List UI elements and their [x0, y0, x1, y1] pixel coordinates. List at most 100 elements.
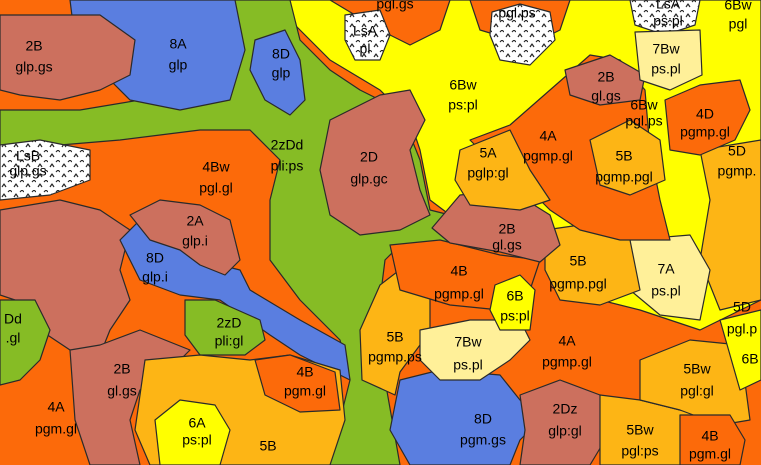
unit-label: ps.pl — [651, 283, 681, 299]
unit-label: 5B — [569, 253, 586, 269]
unit-label: ps:pl — [448, 97, 478, 113]
unit-label: pglp:gl — [467, 165, 508, 181]
unit-label: 5B — [259, 438, 276, 454]
unit-label: LsB — [16, 148, 40, 164]
unit-label: 5B — [386, 329, 403, 345]
region — [664, 79, 751, 156]
region — [699, 139, 761, 311]
unit-label: pgm.gl — [35, 421, 77, 437]
region — [589, 119, 666, 196]
unit-label: glp.gc — [350, 171, 387, 187]
unit-label: ps.pl — [651, 61, 681, 77]
unit-label: 8D — [272, 46, 290, 62]
unit-label: 6A — [188, 415, 206, 431]
unit-label: ps:pl — [500, 308, 530, 324]
unit-label: glp — [169, 57, 188, 73]
unit-label: Dd — [4, 311, 22, 327]
unit-label: gl.gs — [492, 237, 522, 253]
unit-label: 2Dz — [553, 401, 578, 417]
unit-label: 2B — [597, 69, 614, 85]
unit-label: 4D — [696, 106, 714, 122]
region — [0, 14, 136, 101]
unit-label: pgm.gs — [460, 432, 506, 448]
unit-label: 2D — [360, 149, 378, 165]
unit-label: 5Bw — [683, 361, 711, 377]
unit-label: glp.i — [142, 269, 168, 285]
region — [629, 0, 701, 36]
unit-label: 5B — [615, 148, 632, 164]
unit-label: pgmp.gl — [523, 148, 573, 164]
unit-label: glp.gs — [15, 59, 52, 75]
unit-label: pgm.gl — [284, 383, 326, 399]
region — [254, 354, 341, 413]
unit-label: pgmp.pgl — [549, 276, 607, 292]
unit-label: pgm.gl — [689, 446, 731, 462]
unit-label: pgl.gs — [376, 0, 413, 12]
unit-label: 4B — [296, 364, 313, 380]
region — [564, 54, 646, 106]
region — [489, 3, 556, 66]
unit-label: 8D — [146, 250, 164, 266]
region — [249, 29, 306, 116]
region — [634, 29, 703, 91]
unit-label: 2A — [186, 213, 204, 229]
unit-label: LsA — [353, 23, 378, 39]
unit-label: 4A — [558, 333, 576, 349]
unit-label: 5Bw — [626, 422, 654, 438]
unit-label: pgmp.gl — [542, 354, 592, 370]
unit-label: gl.gs — [591, 88, 621, 104]
region — [454, 129, 551, 211]
region — [344, 9, 391, 61]
region — [154, 399, 231, 465]
map-labels: pgl.gspgl.psLsAplLsAps:pl6Bwpgl2Bglp.gs8… — [4, 0, 759, 462]
unit-label: 7Bw — [652, 41, 680, 57]
unit-label: pli:gl — [215, 333, 244, 349]
unit-label: glp — [272, 65, 291, 81]
region — [129, 199, 241, 276]
unit-label: pgmp.ps — [368, 349, 422, 365]
region — [0, 139, 91, 201]
unit-label: 4B — [450, 263, 467, 279]
unit-label: LsA — [656, 0, 681, 12]
unit-label: ps.pl — [453, 357, 483, 373]
unit-label: glp.i — [182, 233, 208, 249]
unit-label: gl.gs — [107, 383, 137, 399]
unit-label: 4A — [539, 128, 557, 144]
region — [0, 299, 51, 386]
unit-label: 5D — [733, 299, 751, 315]
region — [319, 89, 431, 236]
unit-label: 6Bw — [449, 77, 477, 93]
unit-label: 2B — [113, 361, 130, 377]
unit-label: pgl.p — [727, 321, 758, 337]
unit-label: 6Bw — [630, 97, 658, 113]
unit-label: 8A — [169, 36, 187, 52]
unit-label: 2zD — [217, 315, 242, 331]
unit-label: pgl — [729, 16, 748, 32]
unit-label: glp:gl — [548, 423, 581, 439]
unit-label: pgmp.gl — [680, 124, 730, 140]
unit-label: pgmp. — [718, 163, 757, 179]
unit-label: pgl:gl — [680, 383, 713, 399]
unit-label: pli:ps — [271, 158, 304, 174]
unit-label: 8D — [474, 411, 492, 427]
region — [184, 299, 266, 356]
region — [419, 319, 531, 381]
unit-label: pgl.ps — [625, 113, 662, 129]
unit-label: .gl — [6, 330, 21, 346]
region — [679, 414, 746, 465]
unit-label: 2B — [25, 38, 42, 54]
unit-label: 7A — [657, 261, 675, 277]
unit-label: 6B — [506, 288, 523, 304]
region — [519, 379, 606, 465]
unit-label: 6B — [741, 351, 758, 367]
unit-label: 2zDd — [271, 137, 304, 153]
unit-label: 4Bw — [202, 159, 230, 175]
region — [489, 274, 536, 331]
unit-label: pgl:ps — [621, 443, 658, 459]
unit-label: ps:pl — [653, 13, 683, 29]
region — [719, 309, 761, 391]
unit-label: 5D — [728, 143, 746, 159]
unit-label: 7Bw — [454, 334, 482, 350]
